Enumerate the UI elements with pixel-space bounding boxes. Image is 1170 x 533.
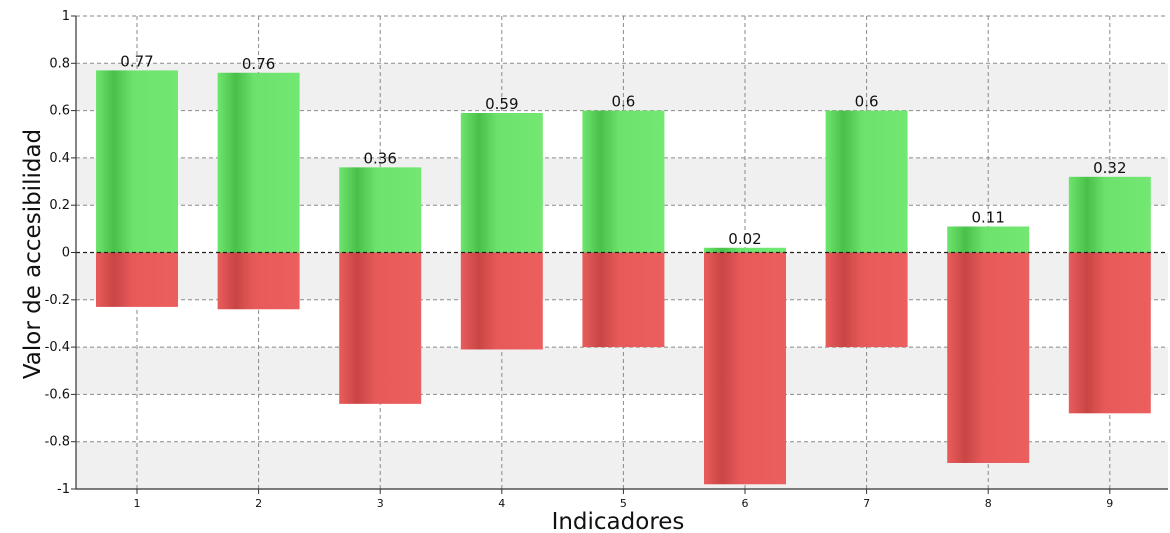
x-tick-label: 9 (1106, 497, 1113, 510)
data-label: 0.76 (242, 55, 275, 73)
bar-negative (947, 252, 1030, 463)
bar-positive (947, 226, 1030, 253)
data-label: 0.59 (485, 95, 518, 113)
y-tick-label: 0.8 (49, 56, 70, 71)
data-labels: 0.77 0.76 0.36 0.59 0.6 0.02 0.6 0.11 0.32 (120, 52, 1126, 247)
bar-negative (704, 252, 786, 485)
bar-positive (217, 72, 300, 253)
x-tick-label: 6 (742, 497, 749, 510)
bar-positive (1068, 176, 1151, 253)
axes (71, 15, 1168, 494)
y-tick-label: -0.8 (45, 435, 70, 450)
y-tick-label: -0.2 (45, 293, 70, 308)
bar-negative (1068, 252, 1151, 414)
bar-positive (825, 110, 908, 253)
x-axis-title: Indicadores (552, 509, 685, 533)
data-label: 0.6 (611, 93, 635, 111)
data-label: 0.6 (855, 93, 879, 111)
y-tick-label: -0.4 (45, 340, 70, 355)
y-tick-label: 0.2 (49, 198, 70, 213)
bar-negative (96, 252, 178, 307)
bar-positive (339, 167, 422, 253)
bar-negative (582, 252, 665, 348)
x-tick-label: 7 (863, 497, 870, 510)
x-tick-labels: 1 2 3 4 5 6 7 8 9 (134, 497, 1114, 510)
bar-positive (96, 70, 178, 253)
x-tick-label: 1 (134, 497, 141, 510)
data-label: 0.02 (728, 230, 761, 248)
y-tick-label: 0.6 (49, 104, 70, 119)
bar-positive (704, 247, 786, 253)
x-tick-label: 2 (255, 497, 262, 510)
x-tick-label: 5 (620, 497, 627, 510)
bar-positive (460, 112, 543, 253)
band (76, 16, 1168, 64)
x-tick-label: 3 (377, 497, 384, 510)
data-label: 0.77 (120, 52, 153, 70)
bar-negative (339, 252, 422, 404)
data-label: 0.36 (363, 149, 396, 167)
y-tick-label: 1 (62, 9, 70, 24)
bars (96, 70, 1151, 485)
y-axis-title: Valor de accesibilidad (20, 129, 46, 379)
bar-positive (582, 110, 665, 253)
y-tick-label: 0 (62, 246, 70, 261)
bar-negative (217, 252, 300, 310)
y-tick-label: -0.6 (45, 387, 70, 402)
x-tick-label: 4 (498, 497, 505, 510)
y-tick-label: -1 (57, 482, 70, 497)
x-tick-label: 8 (985, 497, 992, 510)
data-label: 0.11 (971, 208, 1004, 226)
bar-negative (825, 252, 908, 348)
y-tick-label: 0.4 (49, 151, 70, 166)
y-tick-labels: -1 -0.8 -0.6 -0.4 -0.2 0 0.2 0.4 0.6 0.8 1 (45, 9, 70, 497)
bar-negative (460, 252, 543, 350)
data-label: 0.32 (1093, 159, 1126, 177)
